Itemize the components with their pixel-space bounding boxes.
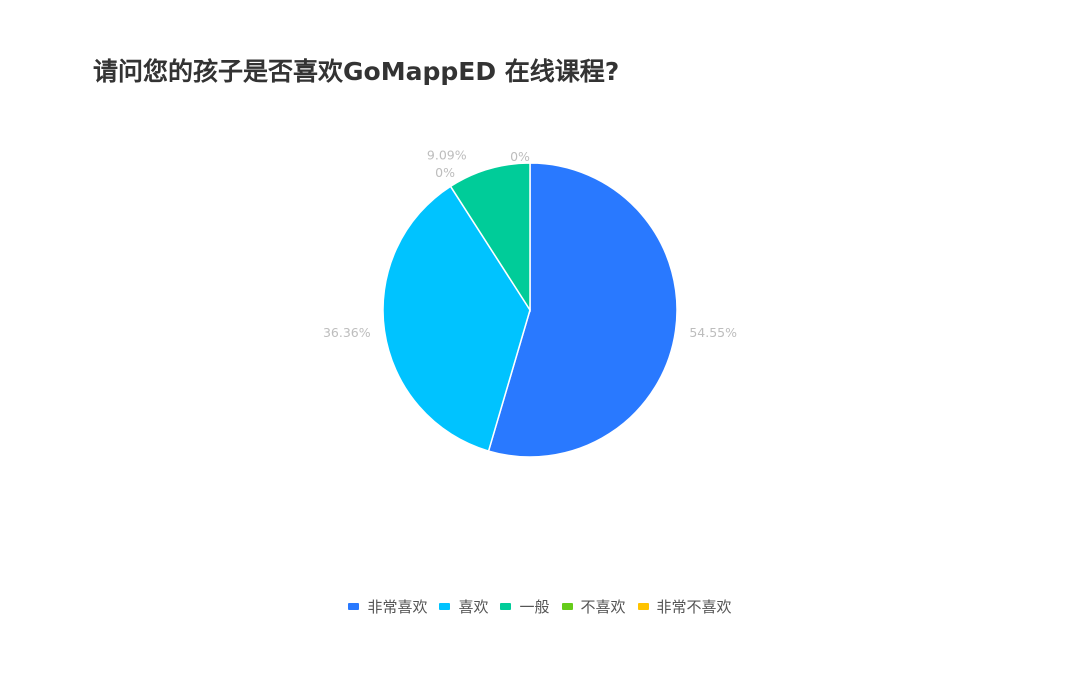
legend-swatch-icon [500, 603, 512, 610]
legend-swatch-icon [348, 603, 360, 610]
legend-item-very-like[interactable]: 非常喜欢 [348, 596, 427, 617]
slice-label-1: 54.55% [689, 325, 737, 340]
legend-swatch-icon [439, 603, 451, 610]
slice-label-5: 0% [510, 149, 530, 164]
chart-legend: 非常喜欢 喜欢 一般 不喜欢 非常不喜欢 [0, 596, 1080, 617]
legend-label: 不喜欢 [580, 598, 626, 616]
legend-label: 喜欢 [458, 598, 489, 616]
legend-swatch-icon [561, 603, 573, 610]
chart-title: 请问您的孩子是否喜欢GoMappED 在线课程? [93, 57, 620, 86]
legend-label: 非常喜欢 [367, 598, 428, 616]
legend-item-like[interactable]: 喜欢 [439, 596, 488, 617]
slice-label-2: 36.36% [323, 325, 371, 340]
slice-very-like[interactable] [487, 162, 678, 458]
slice-like[interactable] [382, 185, 531, 452]
legend-item-dislike[interactable]: 不喜欢 [561, 596, 626, 617]
slice-neutral[interactable] [449, 162, 531, 313]
legend-item-neutral[interactable]: 一般 [500, 596, 550, 617]
slice-label-3: 9.09% [427, 148, 467, 163]
legend-label: 一般 [519, 598, 550, 616]
legend-swatch-icon [637, 603, 649, 610]
legend-label: 非常不喜欢 [656, 598, 732, 616]
slice-label-4: 0% [435, 165, 455, 180]
legend-item-very-dislike[interactable]: 非常不喜欢 [637, 596, 732, 617]
